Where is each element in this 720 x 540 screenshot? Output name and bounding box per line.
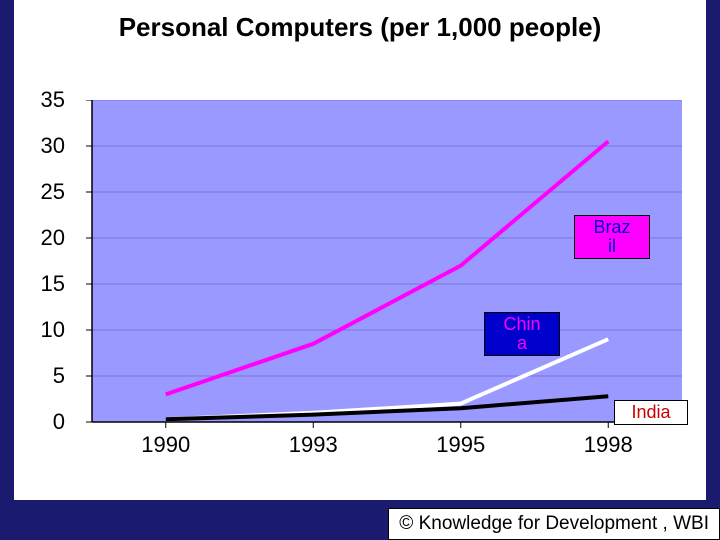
y-tick-label: 30 (41, 133, 65, 159)
x-tick-label: 1995 (436, 432, 485, 458)
y-tick-label: 20 (41, 225, 65, 251)
x-tick-label: 1990 (141, 432, 190, 458)
footer-attribution: © Knowledge for Development , WBI (388, 508, 720, 540)
y-tick-label: 10 (41, 317, 65, 343)
legend-box-china: Chin a (484, 312, 560, 356)
y-tick-label: 5 (53, 363, 65, 389)
chart-body: 051015202530351990199319951998Braz ilChi… (14, 100, 706, 500)
y-tick-label: 35 (41, 87, 65, 113)
legend-box-india: India (614, 400, 688, 425)
y-axis-labels: 05101520253035 (14, 100, 69, 442)
legend-box-brazil: Braz il (574, 215, 650, 259)
chart-svg (14, 100, 702, 442)
chart-title: Personal Computers (per 1,000 people) (14, 0, 706, 51)
series-line-brazil (166, 141, 609, 394)
y-tick-label: 15 (41, 271, 65, 297)
x-tick-label: 1998 (584, 432, 633, 458)
chart-panel: Personal Computers (per 1,000 people) 05… (14, 0, 706, 500)
y-tick-label: 25 (41, 179, 65, 205)
x-tick-label: 1993 (289, 432, 338, 458)
x-axis-labels: 1990 1993 1995 1998 (14, 432, 702, 472)
outer-frame: Personal Computers (per 1,000 people) 05… (0, 0, 720, 540)
